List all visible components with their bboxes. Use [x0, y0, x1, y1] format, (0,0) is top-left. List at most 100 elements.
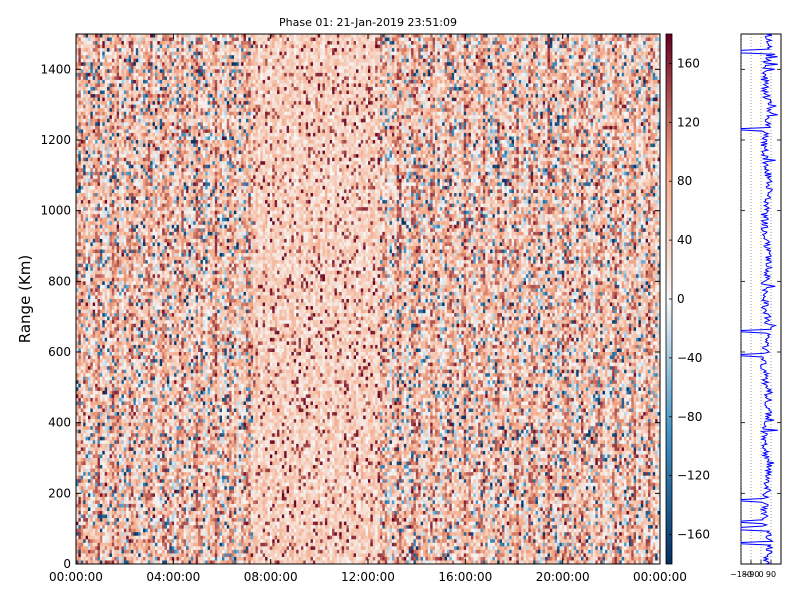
heatmap-cell — [83, 475, 86, 480]
heatmap-cell — [104, 58, 108, 63]
heatmap-cell — [78, 200, 82, 204]
heatmap-cell — [133, 260, 137, 264]
heatmap-cell — [97, 334, 101, 339]
heatmap-cell — [145, 72, 149, 77]
heatmap-cell — [128, 214, 132, 219]
heatmap-cell — [116, 154, 120, 158]
heatmap-cell — [90, 83, 94, 88]
heatmap-cell — [150, 362, 153, 367]
heatmap-cell — [107, 348, 110, 353]
heatmap-cell — [97, 108, 101, 113]
heatmap-cell — [145, 228, 149, 233]
heatmap-cell — [123, 373, 127, 378]
heatmap-cell — [111, 528, 115, 533]
heatmap-cell — [138, 461, 141, 466]
heatmap-cell — [102, 401, 106, 406]
heatmap-cell — [135, 401, 139, 406]
heatmap-cell — [119, 193, 122, 197]
heatmap-cell — [90, 302, 94, 307]
heatmap-cell — [92, 440, 96, 445]
heatmap-cell — [123, 69, 127, 74]
heatmap-cell — [152, 94, 156, 98]
heatmap-cell — [145, 260, 149, 264]
heatmap-cell — [126, 154, 129, 158]
heatmap-cell — [107, 507, 110, 512]
heatmap-cell — [147, 175, 151, 180]
heatmap-cell — [121, 246, 125, 250]
heatmap-cell — [92, 150, 96, 155]
heatmap-cell — [145, 394, 149, 399]
heatmap-cell — [97, 383, 101, 388]
heatmap-cell — [121, 76, 125, 81]
heatmap-cell — [138, 387, 141, 392]
heatmap-cell — [128, 132, 132, 137]
heatmap-cell — [114, 256, 117, 261]
heatmap-cell — [97, 433, 101, 438]
heatmap-cell — [83, 51, 86, 56]
heatmap-cell — [95, 97, 98, 102]
heatmap-cell — [111, 118, 115, 123]
heatmap-cell — [147, 79, 151, 84]
heatmap-cell — [123, 44, 127, 49]
heatmap-cell — [140, 58, 144, 63]
heatmap-cell — [138, 366, 141, 370]
heatmap-cell — [131, 143, 134, 148]
heatmap-cell — [135, 412, 139, 416]
heatmap-cell — [138, 231, 141, 236]
heatmap-cell — [147, 58, 151, 63]
heatmap-cell — [116, 147, 120, 151]
heatmap-cell — [95, 79, 98, 84]
heatmap-cell — [83, 387, 86, 392]
heatmap-cell — [78, 164, 82, 169]
heatmap-cell — [133, 556, 137, 561]
heatmap-cell — [109, 313, 113, 317]
heatmap-cell — [95, 200, 98, 204]
heatmap-cell — [102, 51, 106, 56]
heatmap-cell — [119, 362, 122, 367]
heatmap-cell — [152, 518, 156, 522]
heatmap-cell — [114, 362, 117, 367]
heatmap-cell — [104, 306, 108, 310]
heatmap-cell — [92, 97, 96, 102]
heatmap-cell — [119, 157, 122, 162]
heatmap-cell — [150, 154, 153, 158]
heatmap-cell — [143, 299, 146, 303]
heatmap-cell — [107, 542, 110, 547]
heatmap-cell — [150, 496, 153, 501]
heatmap-cell — [121, 532, 125, 537]
heatmap-cell — [80, 542, 84, 547]
heatmap-cell — [126, 373, 129, 378]
heatmap-cell — [145, 295, 149, 300]
heatmap-cell — [85, 549, 89, 554]
heatmap-cell — [128, 104, 132, 109]
heatmap-cell — [140, 472, 144, 476]
heatmap-cell — [95, 359, 98, 363]
heatmap-cell — [83, 164, 86, 169]
heatmap-cell — [114, 475, 117, 480]
heatmap-cell — [80, 309, 84, 314]
heatmap-cell — [99, 422, 103, 427]
heatmap-cell — [97, 397, 101, 402]
heatmap-cell — [126, 90, 129, 95]
heatmap-cell — [121, 217, 125, 222]
heatmap-cell — [128, 235, 132, 240]
heatmap-cell — [76, 111, 79, 116]
heatmap-cell — [109, 560, 113, 565]
heatmap-cell — [123, 327, 127, 332]
heatmap-cell — [102, 210, 106, 215]
heatmap-cell — [119, 419, 122, 423]
heatmap-cell — [140, 496, 144, 501]
heatmap-cell — [133, 221, 137, 226]
heatmap-cell — [87, 104, 91, 109]
heatmap-cell — [133, 461, 137, 466]
heatmap-cell — [99, 122, 103, 127]
heatmap-cell — [121, 87, 125, 91]
heatmap-cell — [131, 405, 134, 409]
heatmap-cell — [99, 450, 103, 455]
heatmap-cell — [99, 140, 103, 144]
heatmap-cell — [135, 291, 139, 296]
heatmap-cell — [78, 132, 82, 137]
heatmap-cell — [138, 309, 141, 314]
heatmap-cell — [147, 316, 151, 321]
heatmap-cell — [150, 443, 153, 448]
